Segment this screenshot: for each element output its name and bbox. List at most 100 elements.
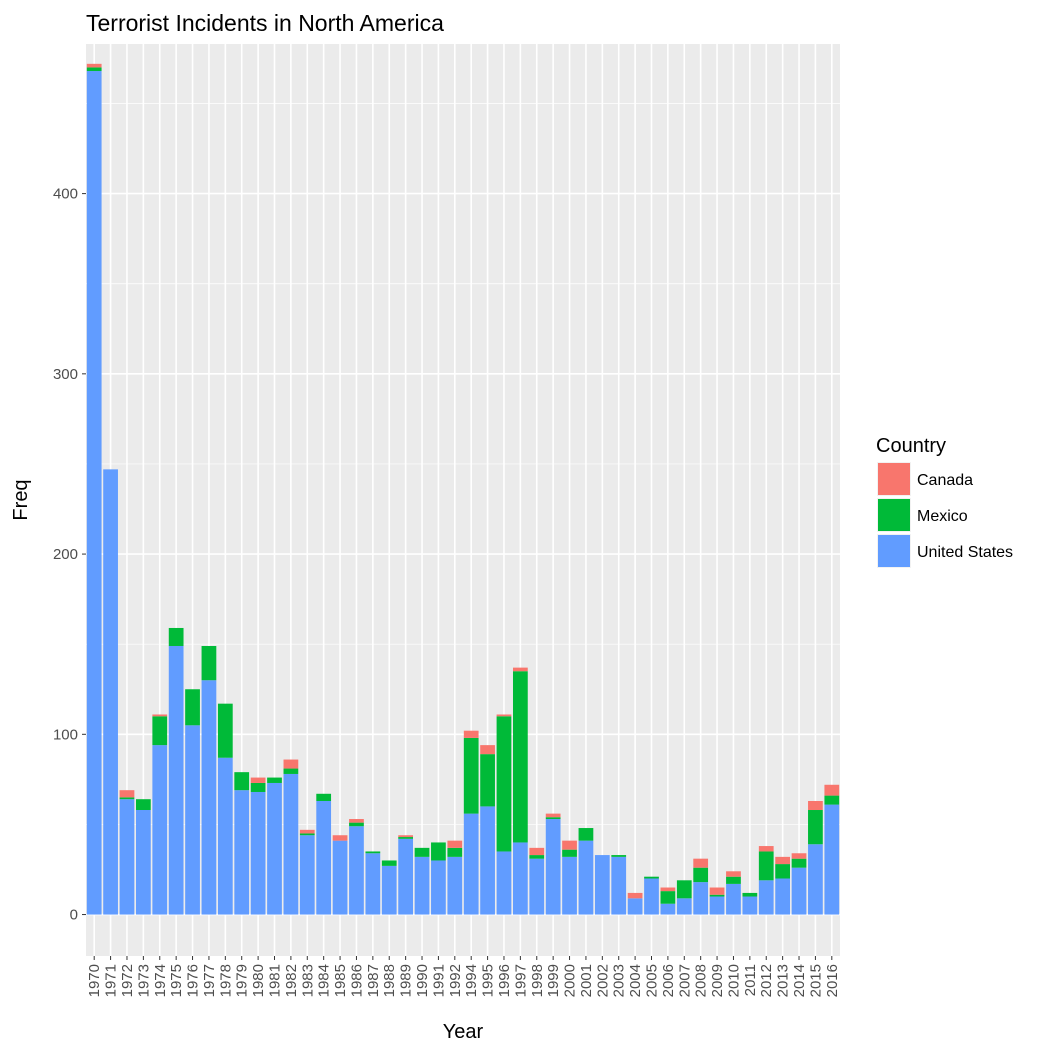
legend-swatch-canada [878,463,910,495]
bar-united-states-1994 [463,813,479,915]
x-tick-label: 1974 [152,964,169,997]
bar-united-states-2014 [791,867,807,915]
bar-canada-1994 [463,730,479,738]
bar-mexico-1975 [168,627,184,646]
bar-canada-2010 [726,871,741,877]
y-tick-label: 200 [53,546,78,563]
bar-mexico-1973 [135,799,151,811]
bar-mexico-1989 [398,837,414,839]
bar-mexico-1992 [447,847,463,857]
bar-united-states-1974 [152,745,168,915]
x-tick-label: 1992 [447,964,464,997]
x-tick-label: 1984 [316,964,333,997]
x-tick-label: 2004 [627,964,644,997]
bar-united-states-2012 [758,880,774,915]
bar-united-states-2015 [808,844,823,915]
bar-mexico-1987 [365,851,381,854]
x-tick-label: 1983 [299,964,316,997]
x-tick-label: 1991 [430,964,447,997]
x-tick-label: 1986 [348,964,365,997]
bar-united-states-1999 [545,819,561,915]
bar-canada-1989 [398,835,414,838]
x-tick-label: 1973 [135,964,152,997]
legend-title: Country [876,435,946,457]
bar-united-states-2000 [562,856,577,915]
bar-mexico-1998 [529,855,545,859]
bar-canada-1998 [529,847,545,856]
bar-canada-1986 [349,819,364,823]
bar-mexico-2011 [742,892,758,897]
bar-united-states-1971 [103,469,118,915]
bar-united-states-2005 [644,878,659,915]
bar-canada-1982 [283,759,299,769]
x-tick-label: 2016 [824,964,841,997]
legend-swatch-mexico [878,499,910,531]
bar-mexico-1970 [86,67,102,72]
bar-mexico-1980 [250,782,266,792]
bar-canada-1974 [152,714,168,717]
x-tick-label: 2009 [709,964,726,997]
x-tick-label: 2000 [562,964,579,997]
bar-united-states-1992 [447,856,463,915]
bar-canada-2012 [758,846,774,852]
legend-label-united-states: United States [917,544,1013,561]
bar-united-states-1996 [496,851,512,915]
x-tick-label: 1987 [365,964,382,997]
legend-label-mexico: Mexico [917,508,968,525]
bar-mexico-2016 [824,795,840,805]
bar-united-states-2003 [611,856,627,915]
x-tick-label: 1979 [234,964,251,997]
bar-united-states-1973 [135,810,151,915]
bar-mexico-1972 [119,797,135,800]
bar-united-states-1979 [234,790,250,915]
bar-united-states-1997 [512,842,528,915]
bar-canada-2006 [660,887,676,892]
bar-united-states-2011 [742,896,758,915]
bar-canada-1999 [545,813,561,818]
bar-mexico-2000 [562,849,577,857]
bar-united-states-1987 [365,853,381,915]
bar-united-states-2016 [824,804,840,915]
bar-mexico-2005 [644,876,659,879]
x-tick-label: 1997 [512,964,529,997]
bar-mexico-1988 [381,860,397,866]
bar-mexico-2015 [808,810,823,845]
bar-united-states-2004 [627,898,643,915]
chart-title: Terrorist Incidents in North America [86,10,444,36]
legend-swatch-united-states [878,535,910,567]
bar-mexico-2013 [775,864,791,879]
bar-united-states-1972 [119,799,135,915]
bar-canada-1997 [512,667,528,672]
bar-mexico-2012 [758,851,774,881]
bar-mexico-1999 [545,817,561,820]
bar-canada-2004 [627,892,643,899]
bar-mexico-1990 [414,847,430,857]
y-axis-title: Freq [10,479,32,520]
bar-mexico-1981 [267,777,282,783]
bar-united-states-1978 [217,757,233,915]
bar-canada-2009 [709,887,725,895]
bar-canada-1980 [250,777,266,783]
bar-united-states-1970 [86,71,102,915]
x-tick-label: 2005 [644,964,661,997]
bar-canada-1970 [86,63,102,68]
bar-mexico-1995 [480,754,495,807]
x-axis-title: Year [443,1021,484,1043]
x-tick-label: 1970 [86,964,103,997]
bar-mexico-1997 [512,671,528,843]
x-tick-label: 1985 [332,964,349,997]
bar-mexico-1984 [316,793,332,801]
bar-mexico-2014 [791,858,807,868]
legend: Country Canada Mexico United States [876,435,1013,568]
legend-label-canada: Canada [917,472,973,489]
bar-mexico-2006 [660,891,676,904]
bar-canada-2014 [791,853,807,859]
bar-united-states-1982 [283,773,299,915]
bar-mexico-1982 [283,768,299,774]
bar-mexico-2010 [726,876,741,884]
x-tick-label: 1995 [480,964,497,997]
bar-united-states-2006 [660,903,676,915]
x-tick-label: 1999 [545,964,562,997]
bar-united-states-1998 [529,858,545,915]
